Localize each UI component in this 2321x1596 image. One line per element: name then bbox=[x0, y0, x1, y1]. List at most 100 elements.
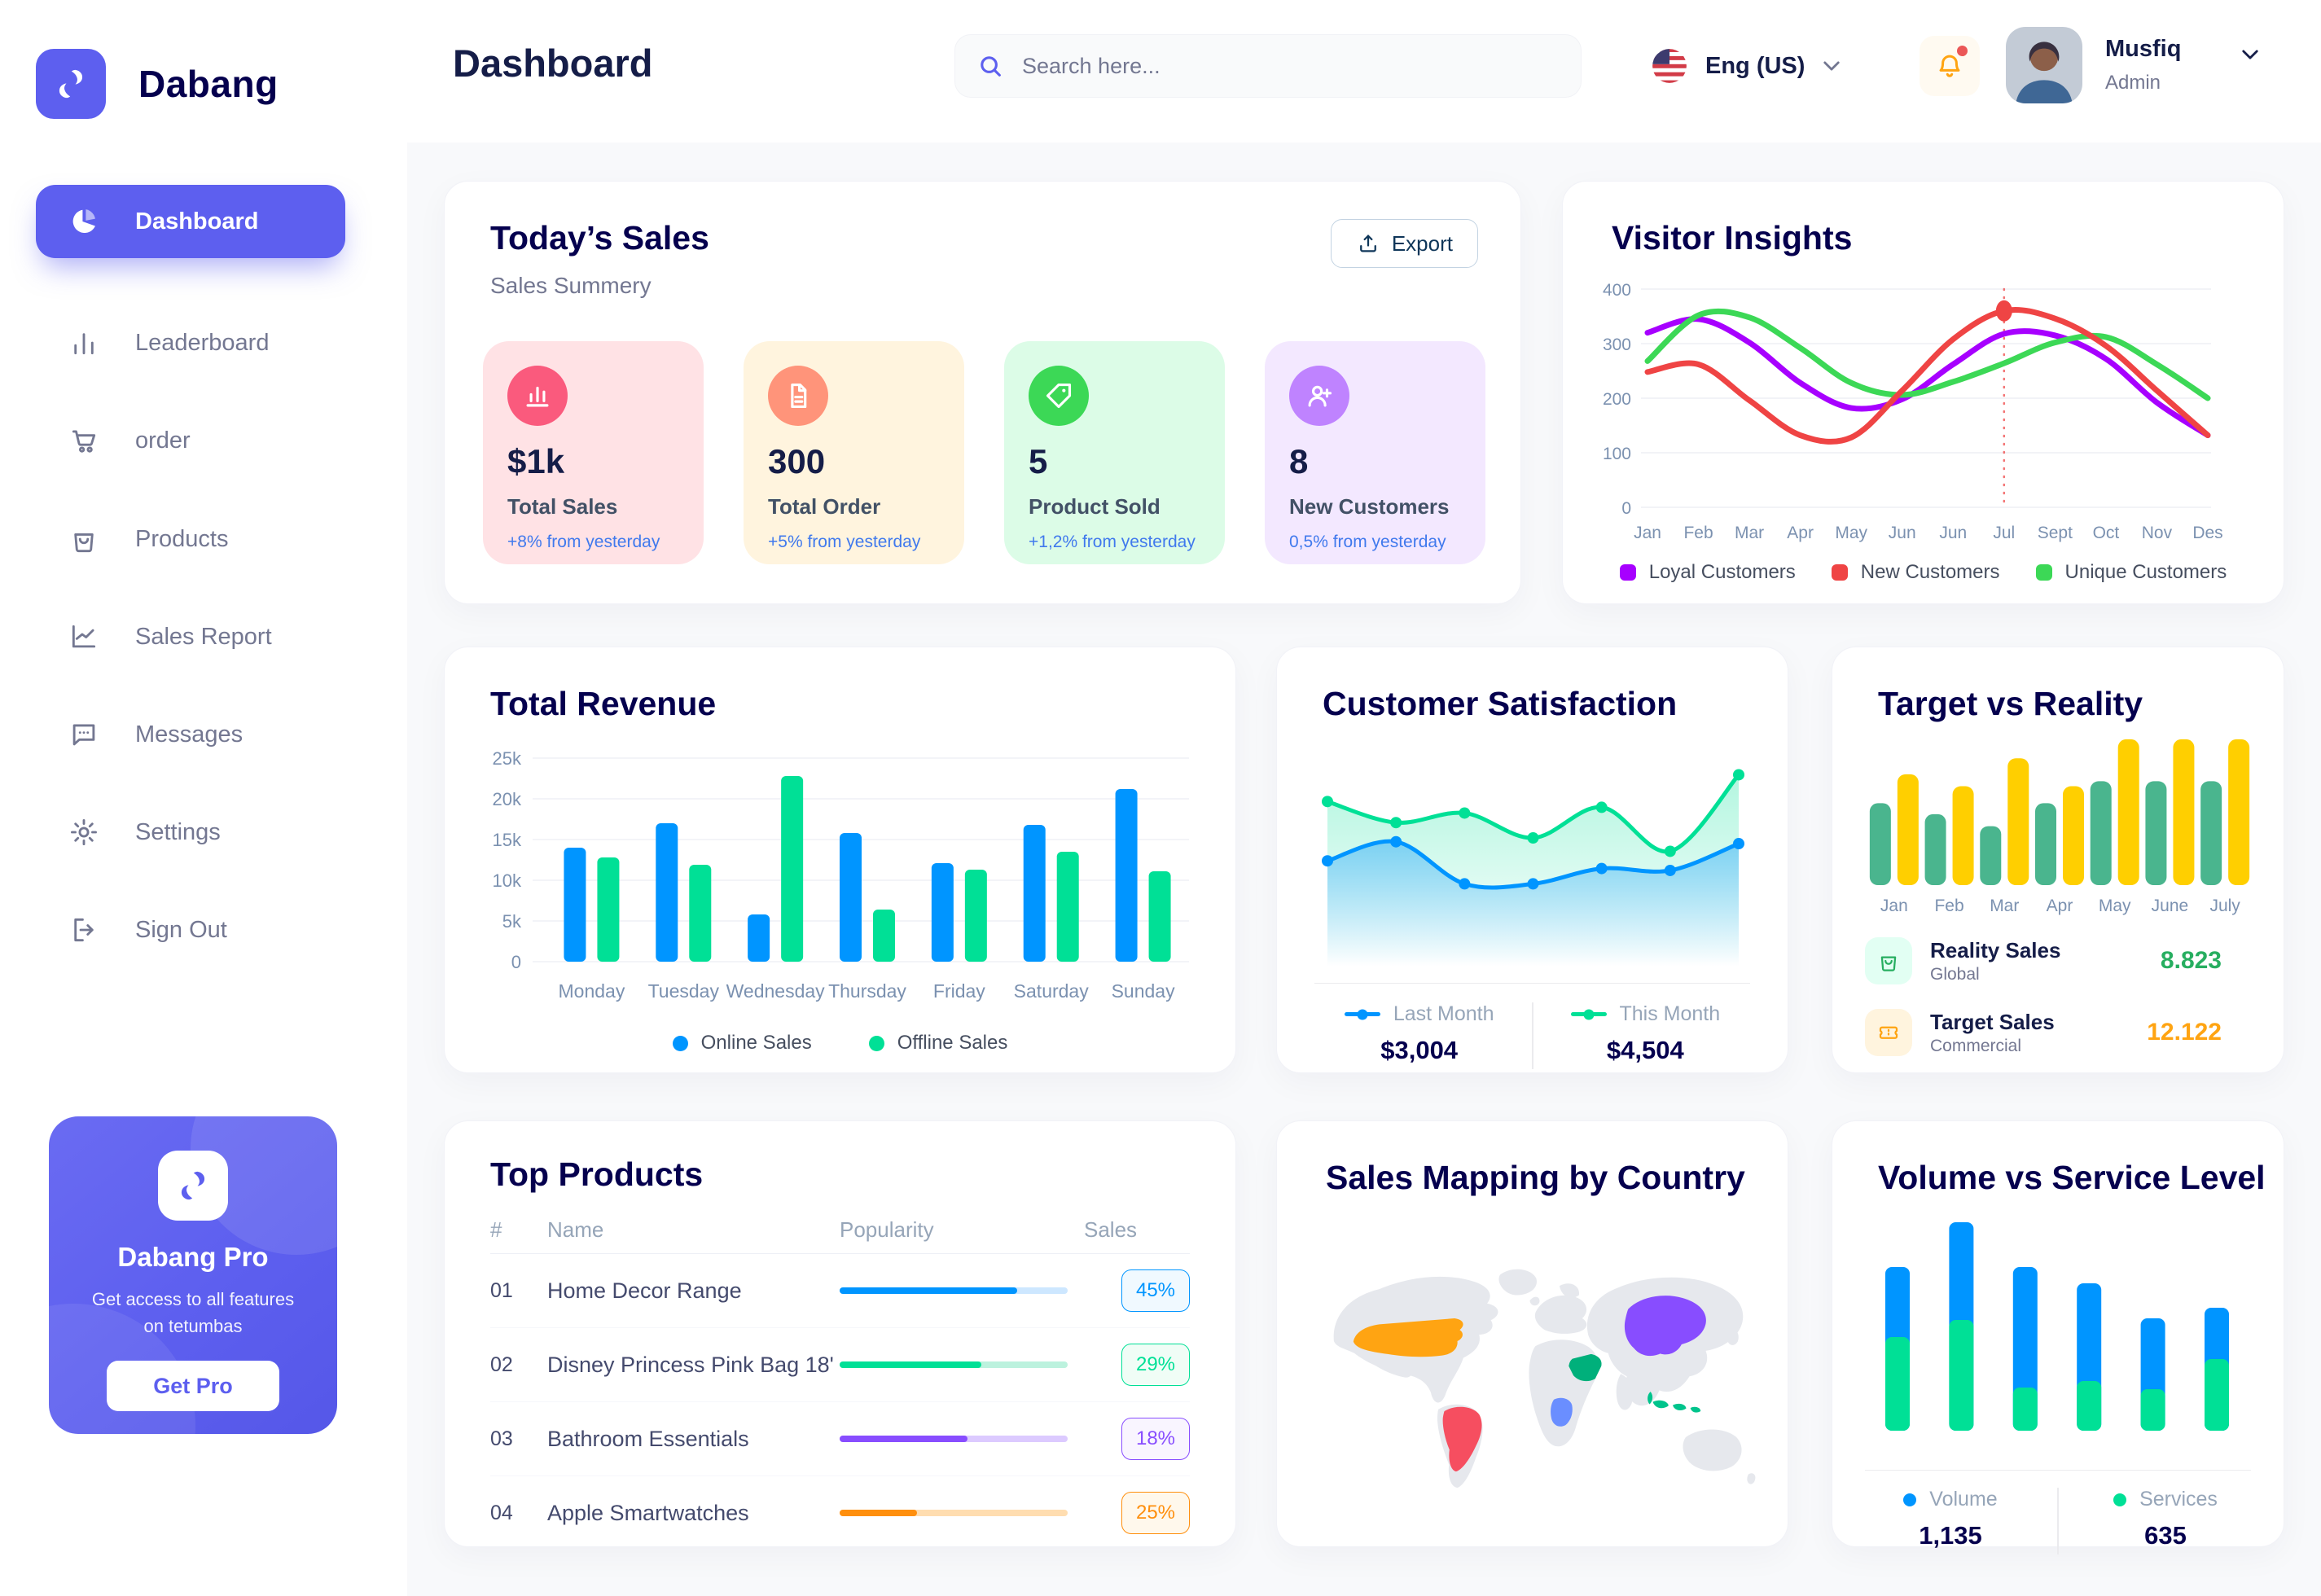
top-products-title: Top Products bbox=[490, 1155, 704, 1193]
signout-icon bbox=[68, 914, 99, 945]
products-icon bbox=[68, 524, 99, 555]
country-china bbox=[1624, 1296, 1706, 1357]
legend-value: $3,004 bbox=[1380, 1036, 1459, 1064]
promo-logo-icon bbox=[158, 1151, 228, 1221]
notification-dot bbox=[1957, 46, 1968, 56]
svg-text:Jul: Jul bbox=[1993, 524, 2015, 542]
product-name: Disney Princess Pink Bag 18' bbox=[547, 1352, 834, 1377]
svg-text:Feb: Feb bbox=[1683, 524, 1713, 542]
svg-text:Oct: Oct bbox=[2093, 524, 2120, 542]
brand[interactable]: Dabang bbox=[36, 49, 279, 119]
sales-badge: 18% bbox=[1121, 1418, 1190, 1460]
sidebar-item-order[interactable]: order bbox=[36, 404, 345, 477]
sidebar-item-label: Sales Report bbox=[135, 623, 272, 650]
sidebar-item-leaderboard[interactable]: Leaderboard bbox=[36, 306, 345, 379]
volume-chart bbox=[1855, 1209, 2262, 1449]
product-name: Home Decor Range bbox=[547, 1278, 742, 1303]
settings-icon bbox=[68, 817, 99, 848]
product-row-03[interactable]: 03 Bathroom Essentials 18% bbox=[490, 1402, 1190, 1476]
target-chart: Jan Feb Mar Apr May June July bbox=[1855, 729, 2262, 922]
stat-card-product-sold[interactable]: 5 Product Sold +1,2% from yesterday bbox=[1004, 341, 1225, 564]
total-revenue-title: Total Revenue bbox=[490, 685, 717, 722]
sidebar-item-sales-report[interactable]: Sales Report bbox=[36, 600, 345, 673]
sidebar-item-settings[interactable]: Settings bbox=[36, 796, 345, 869]
stat-value: 300 bbox=[768, 442, 826, 480]
legend-title: Reality Sales bbox=[1930, 937, 2061, 962]
legend-group-this-month: This Month $4,504 bbox=[1570, 1002, 1720, 1065]
stat-value: 5 bbox=[1029, 442, 1048, 480]
sales-icon bbox=[68, 621, 99, 652]
legend-item: Online Sales bbox=[672, 1032, 812, 1054]
language-selector[interactable]: Eng (US) bbox=[1652, 43, 1841, 89]
sales-mapping-card: Sales Mapping by Country bbox=[1276, 1120, 1788, 1547]
stat-delta: +5% from yesterday bbox=[768, 533, 921, 551]
products-header-row: # Name Popularity Sales bbox=[490, 1206, 1190, 1254]
product-name: Apple Smartwatches bbox=[547, 1500, 749, 1525]
sidebar-item-label: order bbox=[135, 427, 191, 454]
sidebar-item-sign-out[interactable]: Sign Out bbox=[36, 893, 345, 967]
svg-text:Tuesday: Tuesday bbox=[648, 980, 720, 1002]
sales-badge: 25% bbox=[1121, 1492, 1190, 1534]
tag-icon bbox=[1029, 366, 1089, 426]
sidebar-item-dashboard[interactable]: Dashboard bbox=[36, 185, 345, 258]
top-products-card: Top Products # Name Popularity Sales 01 Home … bbox=[444, 1120, 1236, 1547]
legend-swatch bbox=[1619, 564, 1636, 581]
notifications-button[interactable] bbox=[1920, 36, 1980, 96]
column-header: Name bbox=[547, 1217, 604, 1242]
satisfaction-legend: Last Month $3,004 This Month $4,504 bbox=[1277, 1002, 1788, 1069]
product-row-04[interactable]: 04 Apple Smartwatches 25% bbox=[490, 1476, 1190, 1550]
svg-text:5k: 5k bbox=[502, 911, 522, 932]
satisfaction-chart bbox=[1310, 745, 1757, 971]
todays-sales-card: Today’s Sales Sales Summery Export $1k To… bbox=[444, 181, 1521, 604]
svg-text:Thursday: Thursday bbox=[828, 980, 906, 1002]
target-vs-reality-card: Target vs Reality Jan Feb Mar Apr May June Jul… bbox=[1832, 647, 2284, 1073]
svg-text:Friday: Friday bbox=[933, 980, 985, 1002]
svg-text:0: 0 bbox=[1621, 499, 1631, 518]
product-name: Bathroom Essentials bbox=[547, 1426, 749, 1451]
svg-text:Jun: Jun bbox=[1889, 524, 1916, 542]
promo-title: Dabang Pro bbox=[117, 1242, 269, 1272]
legend-swatch bbox=[2035, 564, 2052, 581]
country-united-states bbox=[1353, 1318, 1463, 1357]
legend-value: 635 bbox=[2144, 1521, 2187, 1550]
user-menu-chevron-icon[interactable] bbox=[2241, 49, 2259, 60]
svg-text:Mar: Mar bbox=[1990, 897, 2019, 915]
sidebar-item-messages[interactable]: Messages bbox=[36, 698, 345, 771]
export-button[interactable]: Export bbox=[1330, 219, 1478, 268]
country-brazil bbox=[1442, 1406, 1482, 1472]
product-row-02[interactable]: 02 Disney Princess Pink Bag 18' 29% bbox=[490, 1328, 1190, 1402]
promo-card: Dabang Pro Get access to all features on… bbox=[49, 1116, 337, 1434]
legend-group-services: Services 635 bbox=[2096, 1488, 2235, 1550]
revenue-legend: Online Sales Offline Sales bbox=[445, 1032, 1235, 1054]
bell-icon bbox=[1939, 55, 1960, 77]
stat-delta: 0,5% from yesterday bbox=[1289, 533, 1446, 551]
stat-card-new-customers[interactable]: 8 New Customers 0,5% from yesterday bbox=[1265, 341, 1485, 564]
svg-text:May: May bbox=[1835, 524, 1867, 542]
legend-label: Last Month bbox=[1393, 1002, 1494, 1025]
legend-label: Volume bbox=[1929, 1488, 1998, 1510]
legend-group-last-month: Last Month $3,004 bbox=[1344, 1002, 1494, 1065]
legend-subtitle: Global bbox=[1930, 965, 1980, 984]
search-input[interactable] bbox=[1020, 52, 1560, 80]
stat-value: $1k bbox=[507, 442, 565, 480]
search-bar[interactable] bbox=[954, 34, 1582, 98]
user-name: Musfiq bbox=[2105, 36, 2182, 62]
svg-text:Saturday: Saturday bbox=[1014, 980, 1090, 1002]
bag-icon bbox=[1865, 937, 1912, 984]
product-row-01[interactable]: 01 Home Decor Range 45% bbox=[490, 1254, 1190, 1328]
sidebar-item-products[interactable]: Products bbox=[36, 502, 345, 576]
stat-delta: +1,2% from yesterday bbox=[1029, 533, 1196, 551]
svg-text:400: 400 bbox=[1603, 281, 1631, 300]
sidebar-item-label: Dashboard bbox=[135, 208, 259, 235]
sales-mapping-title: Sales Mapping by Country bbox=[1326, 1159, 1745, 1196]
legend-swatch bbox=[1831, 564, 1848, 581]
search-icon bbox=[981, 56, 1001, 77]
avatar[interactable] bbox=[2006, 27, 2082, 103]
stat-card-total-sales[interactable]: $1k Total Sales +8% from yesterday bbox=[483, 341, 704, 564]
legend-subtitle: Commercial bbox=[1930, 1037, 2022, 1056]
svg-text:200: 200 bbox=[1603, 390, 1631, 409]
get-pro-button[interactable]: Get Pro bbox=[107, 1361, 279, 1411]
svg-text:June: June bbox=[2152, 897, 2189, 915]
stat-card-total-order[interactable]: 300 Total Order +5% from yesterday bbox=[744, 341, 964, 564]
legend-value: 8.823 bbox=[2160, 947, 2222, 974]
